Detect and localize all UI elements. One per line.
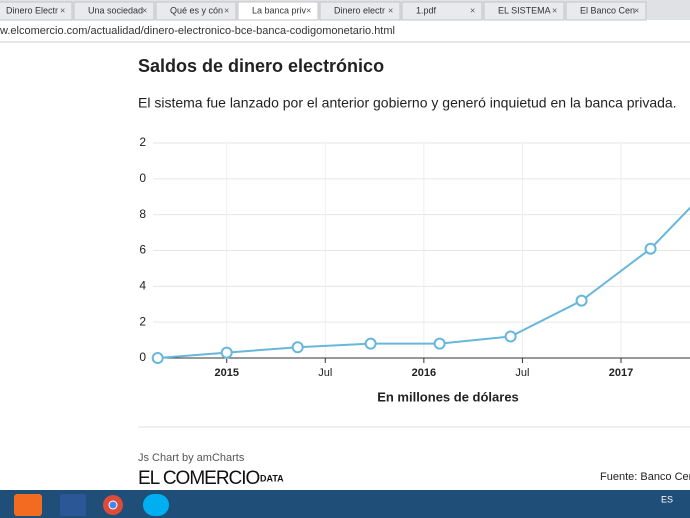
tab-close[interactable]: × <box>552 5 557 15</box>
logo: EL COMERCIO <box>138 468 260 489</box>
media-icon[interactable] <box>14 494 42 516</box>
tab-close[interactable]: × <box>142 5 147 15</box>
y-tick-label: 0 <box>139 350 146 364</box>
y-tick-label: 4 <box>139 279 146 293</box>
x-tick-label: 2017 <box>609 367 633 379</box>
chart-subtitle: El sistema fue lanzado por el anterior g… <box>138 95 677 111</box>
x-tick-label: 2016 <box>412 367 436 379</box>
data-point <box>433 337 446 350</box>
tab-title: Dinero electr <box>334 5 385 15</box>
logo-suffix: ·DATA <box>257 473 284 483</box>
tab-title: Una sociedad <box>88 5 143 15</box>
tab[interactable] <box>155 1 237 21</box>
data-point <box>575 294 588 307</box>
word-icon[interactable] <box>60 494 86 516</box>
tab-close[interactable]: × <box>60 5 65 15</box>
content <box>0 43 690 490</box>
language[interactable]: ES <box>661 494 673 504</box>
tab[interactable] <box>401 1 483 21</box>
tab[interactable] <box>483 1 565 21</box>
x-axis-label: En millones de dólares <box>377 389 519 404</box>
y-tick-label: 2 <box>139 314 146 328</box>
data-point <box>644 242 657 255</box>
tab-close[interactable]: × <box>388 5 393 15</box>
tab-close[interactable]: × <box>306 5 311 15</box>
tab-close[interactable]: × <box>470 5 475 15</box>
data-point <box>504 330 517 343</box>
skype-icon[interactable] <box>143 494 169 516</box>
data-point <box>220 346 233 359</box>
tab[interactable] <box>237 1 319 21</box>
chart-title: Saldos de dinero electrónico <box>138 56 384 76</box>
y-tick-label: 0 <box>139 171 146 185</box>
x-tick-label: Jul <box>515 367 529 379</box>
tab[interactable] <box>565 1 647 21</box>
data-point <box>291 341 304 354</box>
tab[interactable] <box>319 1 401 21</box>
data-point <box>151 352 164 364</box>
tab-title: La banca priv <box>252 5 307 15</box>
tab-close[interactable]: × <box>634 5 639 15</box>
tab-title: El Banco Cen <box>580 5 635 15</box>
address-bar <box>0 20 690 42</box>
y-tick-label: 2 <box>139 135 146 149</box>
y-tick-label: 6 <box>139 243 146 257</box>
y-tick-label: 8 <box>139 207 146 221</box>
tab-close[interactable]: × <box>224 5 229 15</box>
url[interactable]: w.elcomercio.com/actualidad/dinero-elect… <box>0 25 395 37</box>
tab-title: Qué es y cón <box>170 5 223 15</box>
x-tick-label: 2015 <box>214 367 238 379</box>
tab-title: 1.pdf <box>416 5 437 15</box>
x-tick-label: Jul <box>318 367 332 379</box>
tab-title: Dinero Electr <box>6 5 58 15</box>
credit: Js Chart by amCharts <box>138 452 245 464</box>
tab-title: EL SISTEMA <box>498 5 551 15</box>
tab[interactable] <box>73 1 155 21</box>
tab[interactable] <box>0 1 73 21</box>
data-point <box>364 337 377 350</box>
chrome-icon-center <box>108 500 118 510</box>
source: Fuente: Banco Cent <box>600 471 690 483</box>
